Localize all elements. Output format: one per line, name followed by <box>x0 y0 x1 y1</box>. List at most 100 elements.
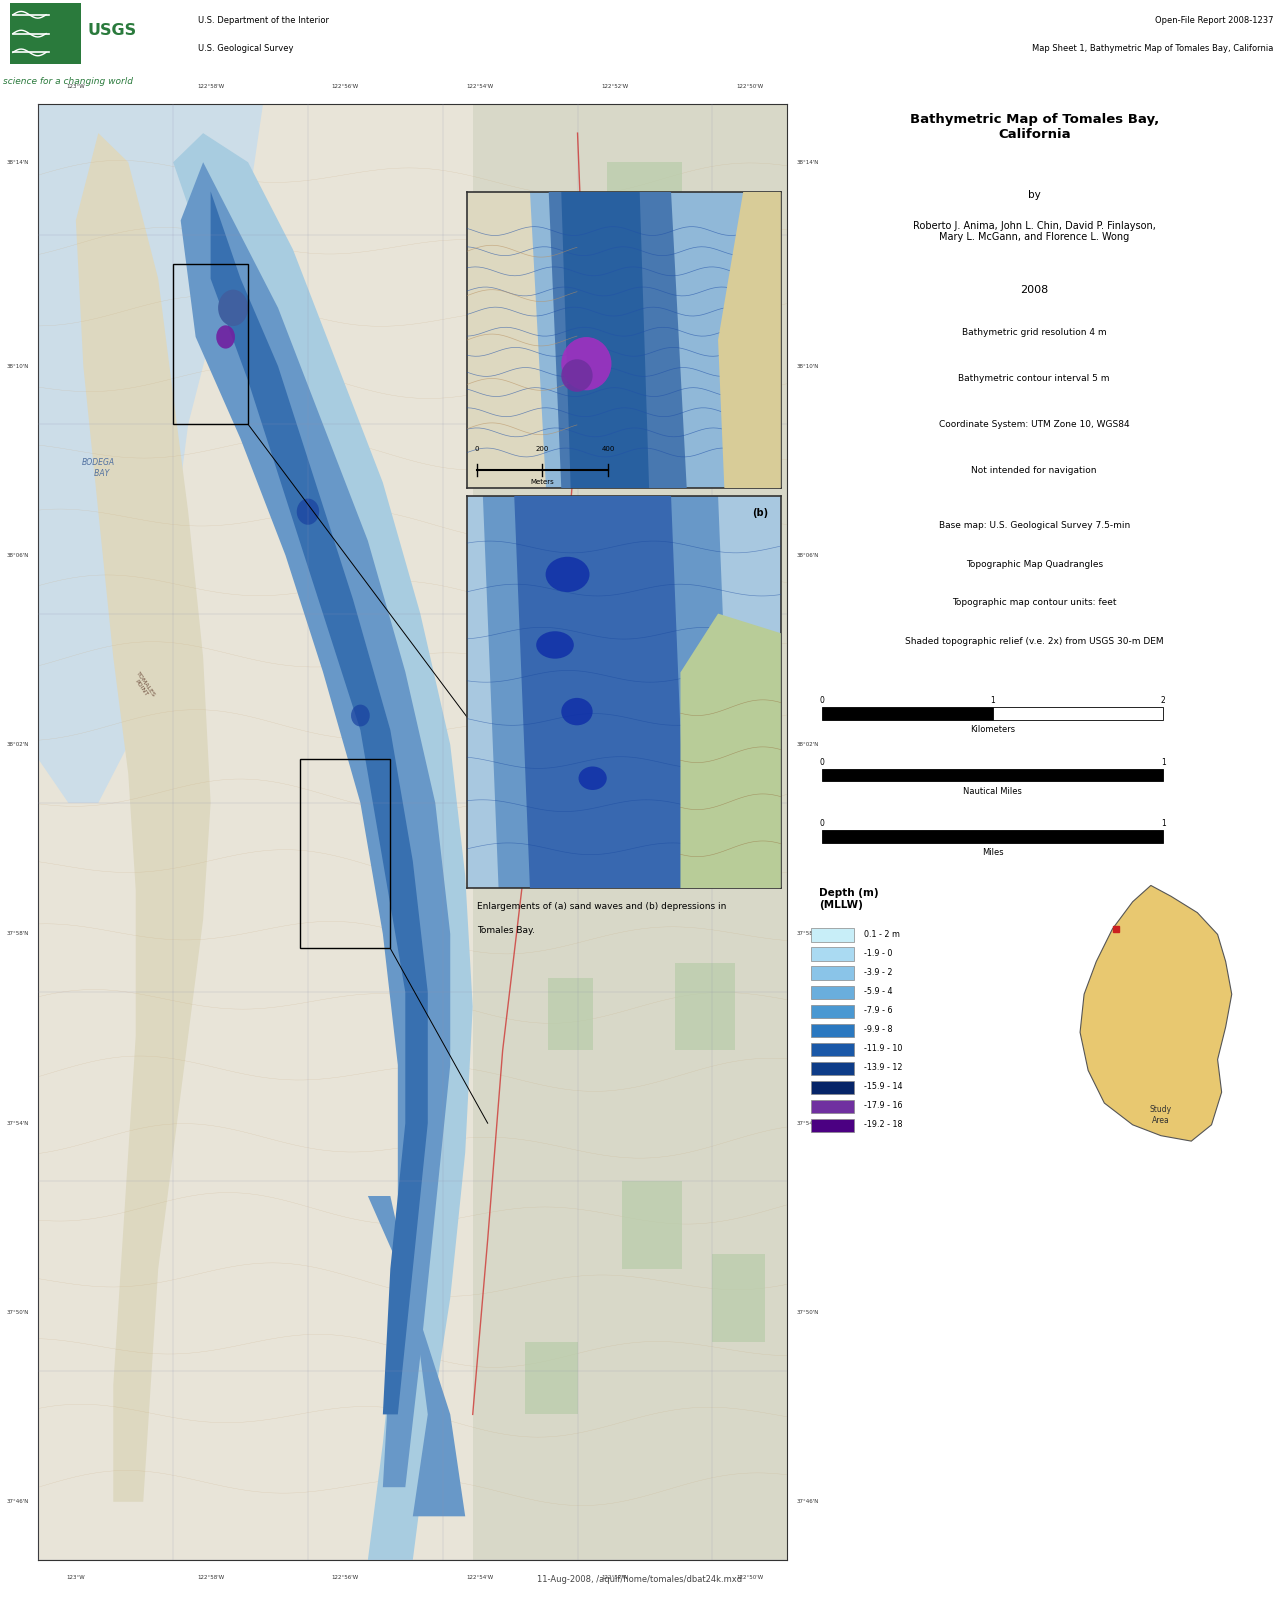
Polygon shape <box>467 192 577 488</box>
Bar <box>637 584 705 686</box>
Bar <box>713 1254 764 1341</box>
Ellipse shape <box>579 766 607 790</box>
Ellipse shape <box>536 632 573 659</box>
Text: 0: 0 <box>819 758 824 766</box>
Bar <box>812 986 854 998</box>
Polygon shape <box>681 613 781 888</box>
Bar <box>822 768 1164 781</box>
Bar <box>812 1080 854 1094</box>
Text: science for a changing world: science for a changing world <box>3 77 133 86</box>
Bar <box>503 221 593 366</box>
Text: BODEGA
   BAY: BODEGA BAY <box>82 458 115 478</box>
Text: 37°54'N: 37°54'N <box>6 1120 29 1126</box>
Text: Topographic map contour units: feet: Topographic map contour units: feet <box>952 598 1116 608</box>
Text: Topographic Map Quadrangles: Topographic Map Quadrangles <box>965 560 1103 568</box>
Bar <box>812 1118 854 1133</box>
Text: Map Sheet 1, Bathymetric Map of Tomales Bay, California: Map Sheet 1, Bathymetric Map of Tomales … <box>1032 43 1274 53</box>
Text: 0: 0 <box>475 446 479 453</box>
Bar <box>812 1043 854 1056</box>
FancyBboxPatch shape <box>10 3 81 64</box>
Text: 38°02'N: 38°02'N <box>6 742 29 747</box>
Text: Bathymetric grid resolution 4 m: Bathymetric grid resolution 4 m <box>963 328 1106 336</box>
Polygon shape <box>367 1197 465 1517</box>
Text: 2008: 2008 <box>1020 285 1048 296</box>
Text: 0: 0 <box>819 696 824 706</box>
Text: -5.9 - 4: -5.9 - 4 <box>864 987 892 997</box>
Text: 37°50'N: 37°50'N <box>6 1310 29 1315</box>
Text: 38°06'N: 38°06'N <box>796 554 819 558</box>
Text: 38°02'N: 38°02'N <box>796 742 819 747</box>
Polygon shape <box>76 133 211 1502</box>
Polygon shape <box>530 192 781 488</box>
Bar <box>812 1024 854 1037</box>
Text: 122°50'W: 122°50'W <box>736 85 763 90</box>
Polygon shape <box>211 192 428 1414</box>
Text: 122°58'W: 122°58'W <box>197 85 224 90</box>
Text: -17.9 - 16: -17.9 - 16 <box>864 1101 902 1110</box>
Text: 122°56'W: 122°56'W <box>332 1574 358 1579</box>
Bar <box>812 1062 854 1075</box>
Text: Roberto J. Anima, John L. Chin, David P. Finlayson,
Mary L. McGann, and Florence: Roberto J. Anima, John L. Chin, David P.… <box>913 221 1156 242</box>
Bar <box>812 1005 854 1018</box>
Text: -9.9 - 8: -9.9 - 8 <box>864 1026 892 1034</box>
Text: Depth (m)
(MLLW): Depth (m) (MLLW) <box>819 888 878 910</box>
Bar <box>822 707 993 720</box>
Text: 2: 2 <box>1161 696 1166 706</box>
Text: Open-File Report 2008-1237: Open-File Report 2008-1237 <box>1155 16 1274 24</box>
Ellipse shape <box>297 499 319 525</box>
Text: Kilometers: Kilometers <box>970 725 1015 734</box>
Polygon shape <box>549 192 686 488</box>
Bar <box>622 1181 682 1269</box>
Text: 400: 400 <box>602 446 614 453</box>
Bar <box>608 162 682 278</box>
Text: 38°10'N: 38°10'N <box>796 363 819 368</box>
Text: U.S. Geological Survey: U.S. Geological Survey <box>198 43 294 53</box>
Polygon shape <box>483 496 733 888</box>
Ellipse shape <box>561 698 593 725</box>
Text: 37°46'N: 37°46'N <box>6 1499 29 1504</box>
Bar <box>525 1341 577 1414</box>
Text: TOMALES
POINT: TOMALES POINT <box>131 670 156 702</box>
Bar <box>548 978 593 1051</box>
Text: 37°54'N: 37°54'N <box>796 1120 819 1126</box>
Text: -1.9 - 0: -1.9 - 0 <box>864 949 892 958</box>
Bar <box>173 264 248 424</box>
Text: 37°46'N: 37°46'N <box>796 1499 819 1504</box>
Text: 122°52'W: 122°52'W <box>602 85 628 90</box>
Bar <box>577 744 630 832</box>
Text: -7.9 - 6: -7.9 - 6 <box>864 1006 892 1014</box>
Text: 38°10'N: 38°10'N <box>6 363 29 368</box>
Text: U.S. Department of the Interior: U.S. Department of the Interior <box>198 16 329 24</box>
Text: 38°14'N: 38°14'N <box>6 160 29 165</box>
Text: 122°54'W: 122°54'W <box>467 1574 494 1579</box>
Text: Bathymetric contour interval 5 m: Bathymetric contour interval 5 m <box>959 374 1110 382</box>
Bar <box>812 966 854 981</box>
Polygon shape <box>718 192 781 488</box>
Bar <box>472 104 787 1560</box>
Text: 0.1 - 2 m: 0.1 - 2 m <box>864 930 900 939</box>
Bar <box>301 758 390 949</box>
Text: 38°14'N: 38°14'N <box>796 160 819 165</box>
Text: 123°W: 123°W <box>67 1574 86 1579</box>
Polygon shape <box>38 104 264 803</box>
Text: 11-Aug-2008, /aquif/home/tomales/dbat24k.mxd: 11-Aug-2008, /aquif/home/tomales/dbat24k… <box>538 1574 742 1584</box>
Polygon shape <box>180 162 451 1488</box>
Text: 122°50'W: 122°50'W <box>736 1574 763 1579</box>
Bar <box>517 555 577 658</box>
Text: 1: 1 <box>1161 819 1166 829</box>
Text: Coordinate System: UTM Zone 10, WGS84: Coordinate System: UTM Zone 10, WGS84 <box>940 419 1129 429</box>
Ellipse shape <box>561 338 612 390</box>
Text: 37°58'N: 37°58'N <box>6 931 29 936</box>
Text: (b): (b) <box>753 507 768 518</box>
Text: Base map: U.S. Geological Survey 7.5-min: Base map: U.S. Geological Survey 7.5-min <box>938 522 1130 530</box>
Text: Tomales Bay.: Tomales Bay. <box>476 926 535 934</box>
Text: 122°56'W: 122°56'W <box>332 85 358 90</box>
Text: 37°50'N: 37°50'N <box>796 1310 819 1315</box>
Text: -11.9 - 10: -11.9 - 10 <box>864 1045 902 1053</box>
Text: -13.9 - 12: -13.9 - 12 <box>864 1062 902 1072</box>
Text: N: N <box>755 192 763 202</box>
Ellipse shape <box>561 360 593 392</box>
Text: Study
Area: Study Area <box>1149 1106 1172 1125</box>
Text: 37°58'N: 37°58'N <box>796 931 819 936</box>
Bar <box>675 963 735 1051</box>
